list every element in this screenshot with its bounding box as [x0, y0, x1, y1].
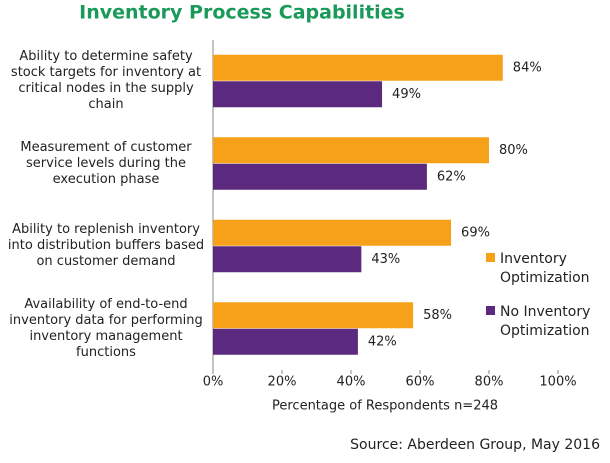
value-label: 43%: [371, 252, 400, 267]
bar: [213, 54, 503, 81]
x-axis-label: Percentage of Respondents n=248: [272, 399, 498, 414]
value-label: 69%: [461, 226, 490, 241]
legend-swatch: [486, 253, 495, 262]
category-label: Measurement of customer service levels d…: [20, 139, 192, 187]
source: Source: Aberdeen Group, May 2016: [350, 437, 600, 453]
bar: [213, 302, 414, 329]
value-label: 58%: [423, 308, 452, 323]
bar: [213, 328, 358, 355]
x-tick-label: 60%: [406, 375, 435, 390]
bar: [213, 137, 489, 164]
value-label: 49%: [392, 87, 421, 102]
value-label: 42%: [368, 335, 397, 350]
x-tick-label: 100%: [539, 375, 576, 390]
legend-swatch: [486, 306, 495, 315]
category-label: Ability to determine safety stock target…: [10, 49, 202, 113]
value-label: 80%: [499, 143, 528, 158]
category-label: Ability to replenish inventory into dist…: [7, 222, 205, 270]
bar: [213, 246, 362, 273]
category-label: Availability of end-to-end inventory dat…: [9, 296, 203, 360]
x-tick-label: 0%: [203, 375, 224, 390]
bar: [213, 219, 452, 246]
value-label: 62%: [437, 170, 466, 185]
x-tick-label: 20%: [268, 375, 297, 390]
legend-label: No Inventory Optimization: [500, 304, 591, 339]
value-label: 84%: [513, 61, 542, 76]
x-tick-label: 40%: [337, 375, 366, 390]
chart-title: Inventory Process Capabilities: [79, 2, 405, 24]
legend-label: Inventory Optimization: [500, 251, 590, 286]
x-tick-label: 80%: [475, 375, 504, 390]
bar: [213, 163, 427, 190]
bar: [213, 81, 383, 108]
